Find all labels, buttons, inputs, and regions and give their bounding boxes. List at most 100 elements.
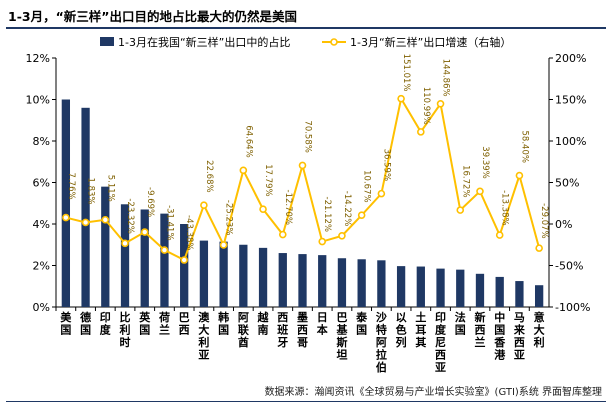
bar-土耳其: [416, 266, 425, 307]
bar-印度尼西亚: [436, 268, 445, 307]
line-data-label: 1.83%: [86, 177, 96, 204]
bar-沙特阿拉伯: [377, 260, 386, 307]
x-tick-label: 新西兰: [474, 310, 485, 349]
line-point-韩国: [219, 241, 228, 249]
bar-西班牙: [278, 253, 287, 307]
bar-日本: [318, 255, 327, 307]
line-point-印度: [101, 215, 110, 224]
x-tick-label: 巴西: [179, 311, 190, 337]
line-data-label: 151.01%: [401, 54, 411, 92]
line-point-法国: [456, 206, 465, 214]
line-point-以色列: [397, 94, 405, 103]
x-tick-label: 泰国: [355, 310, 368, 337]
y-left-tick-label: 8%: [33, 135, 50, 148]
line-point-墨西哥: [298, 161, 307, 170]
title-divider: [6, 27, 606, 29]
legend-line-label: 1-3月“新三样”出口增速（右轴）: [350, 35, 511, 49]
line-data-label: 16.72%: [460, 165, 470, 197]
line-point-中国香港: [495, 231, 504, 239]
bar-马来西亚: [515, 281, 524, 307]
line-point-意大利: [535, 244, 543, 252]
x-tick-label: 印度: [100, 311, 112, 337]
line-series: 7.76% 1.83% 5.11% -23.32% -9.69% -31.41% -43.3…: [62, 54, 549, 264]
line-data-label: 17.79%: [263, 164, 273, 196]
y-right-tick-label: 150%: [555, 94, 586, 107]
bar-巴基斯坦: [337, 258, 347, 307]
x-tick-label: 中国香港: [493, 310, 506, 362]
x-tick-label: 意大利: [534, 310, 545, 349]
line-data-label: 70.58%: [303, 120, 313, 152]
line-point-巴基斯坦: [338, 232, 346, 240]
line-point-美国: [62, 213, 70, 222]
line-point-新西兰: [476, 187, 484, 196]
x-tick-label: 墨西哥: [297, 311, 308, 349]
line-point-土耳其: [417, 128, 425, 136]
bar-以色列: [396, 266, 406, 307]
bar-英国: [140, 209, 149, 307]
bottom-divider: [6, 401, 606, 402]
legend-bar-label: 1-3月在我国“新三样”出口中的占比: [118, 35, 290, 49]
line-data-label: -23.32%: [125, 198, 135, 233]
line-data-label: 58.40%: [519, 131, 529, 163]
y-left-tick-label: 10%: [26, 94, 50, 107]
x-tick-label: 沙特阿拉伯: [376, 311, 387, 374]
y-right-tick-label: 100%: [555, 135, 586, 148]
x-tick-label: 韩国: [218, 310, 229, 337]
line-data-label: -9.69%: [145, 187, 155, 217]
line-data-label: 144.86%: [441, 59, 451, 97]
bar-series: [61, 99, 544, 307]
line-point-越南: [259, 205, 267, 214]
x-tick-label: 越南: [257, 310, 270, 337]
x-tick-label: 土耳其: [415, 310, 426, 349]
line-point-泰国: [357, 211, 366, 219]
x-tick-label: 德国: [79, 310, 91, 337]
line-data-label: 7.76%: [66, 173, 76, 200]
x-tick-label: 以色列: [396, 311, 407, 349]
y-left-tick-label: 12%: [26, 52, 50, 65]
x-tick-label: 英国: [138, 310, 151, 337]
line-point-英国: [140, 228, 149, 236]
y-right-tick-label: 0%: [555, 218, 572, 231]
line-data-label: 22.68%: [204, 160, 214, 192]
bar-比利时: [120, 204, 130, 307]
legend-bar-swatch: [100, 37, 114, 46]
bar-荷兰: [160, 213, 169, 307]
y-left-tick-label: 0%: [33, 301, 50, 314]
line-point-西班牙: [278, 230, 287, 239]
chart-axes: 0% 2% 4% 6% 8% 10% 12% -100% -50% 0% 50% 100% 150% 20…: [26, 52, 591, 374]
line-point-印度尼西亚: [436, 99, 445, 108]
line-data-label: -25.23%: [224, 200, 234, 235]
line-data-label: -12.70%: [283, 190, 293, 225]
y-right-tick-label: -100%: [555, 301, 590, 314]
line-point-荷兰: [160, 246, 169, 254]
line-data-label: -13.38%: [500, 190, 510, 225]
line-point-马来西亚: [515, 171, 524, 180]
line-data-label: 5.11%: [105, 175, 115, 202]
y-left-tick-label: 2%: [33, 260, 50, 273]
line-point-日本: [318, 237, 327, 246]
y-left-tick-label: 6%: [33, 177, 50, 190]
line-point-阿联酋: [239, 166, 248, 175]
page-title: 1-3月，“新三样”出口目的地占比最大的仍然是美国: [8, 9, 298, 24]
line-data-label: 10.67%: [362, 170, 372, 202]
y-right-tick-label: -50%: [555, 260, 583, 273]
bar-墨西哥: [298, 254, 307, 307]
bar-澳大利亚: [199, 240, 209, 307]
line-data-label: 36.59%: [381, 149, 391, 181]
chart-legend: 1-3月在我国“新三样”出口中的占比 1-3月“新三样”出口增速（右轴）: [100, 35, 511, 49]
line-point-沙特阿拉伯: [377, 189, 386, 198]
line-point-德国: [81, 218, 90, 227]
bar-阿联酋: [239, 244, 248, 307]
x-tick-label: 比利时: [120, 310, 131, 349]
x-tick-label: 阿联酋: [238, 310, 249, 349]
bar-法国: [456, 269, 465, 307]
line-data-label: 39.39%: [480, 146, 490, 178]
x-tick-label: 美国: [60, 310, 72, 337]
line-data-label: 110.99%: [421, 87, 431, 125]
x-tick-label: 荷兰: [158, 310, 170, 337]
x-tick-label: 印度尼西亚: [435, 311, 447, 374]
x-tick-label: 西班牙: [277, 311, 288, 349]
bar-意大利: [534, 285, 544, 307]
bar-新西兰: [475, 273, 485, 307]
